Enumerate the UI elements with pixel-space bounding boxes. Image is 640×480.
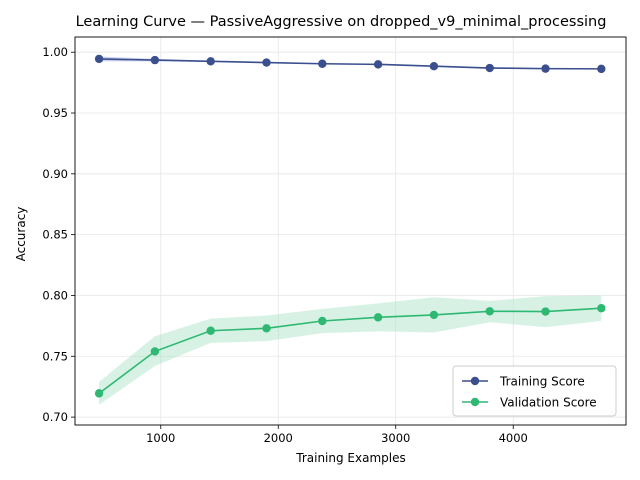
training-score-point <box>150 55 160 65</box>
training-score-line <box>99 58 602 70</box>
y-tick-label: 0.70 <box>42 410 68 424</box>
validation-score-point <box>541 307 550 316</box>
validation-score-point <box>94 389 104 398</box>
y-tick-label: 0.90 <box>42 167 68 181</box>
y-axis-label: Accuracy <box>14 207 28 262</box>
validation-score-point <box>262 324 271 333</box>
validation-score-point <box>150 347 160 356</box>
y-tick-label: 0.75 <box>42 349 68 363</box>
training-score-point <box>373 60 383 69</box>
training-score-point <box>262 58 271 67</box>
validation-score-line <box>98 307 602 395</box>
training-score-point <box>597 64 606 74</box>
y-tick-label: 0.85 <box>42 228 68 242</box>
validation-score-point <box>318 316 327 326</box>
legend-label-training: Training Score <box>499 375 585 389</box>
legend-marker-dot-validation <box>470 397 480 407</box>
legend: Training Score Validation Score <box>452 365 617 417</box>
training-score-point <box>206 57 215 66</box>
validation-score-band <box>99 295 602 405</box>
x-tick-label: 2000 <box>264 431 293 445</box>
legend-marker-dot-training <box>470 376 480 386</box>
y-tick-label: 1.00 <box>42 45 68 59</box>
grid-lines <box>75 37 626 425</box>
validation-score-point <box>429 310 439 320</box>
training-score-point <box>94 54 104 64</box>
validation-score-point <box>206 326 215 335</box>
chart-title: Learning Curve — PassiveAggressive on dr… <box>76 14 607 30</box>
axes: 1000 2000 3000 4000 0.70 0.75 0.80 0.85 0.90 0.95… <box>42 36 627 445</box>
series-lines <box>94 54 606 398</box>
validation-score-point <box>485 307 494 316</box>
training-score-point <box>429 61 439 71</box>
validation-score-point <box>373 313 383 322</box>
y-tick-label: 0.95 <box>42 106 68 120</box>
training-score-point <box>541 64 550 73</box>
x-axis-label: Training Examples <box>295 451 405 465</box>
y-tick-label: 0.80 <box>42 288 68 302</box>
validation-score-point <box>597 304 606 313</box>
plot-frame <box>74 36 627 426</box>
training-score-point <box>318 59 327 68</box>
x-tick-label: 4000 <box>499 431 528 445</box>
legend-box <box>452 365 617 417</box>
training-score-point <box>485 63 494 73</box>
legend-label-validation: Validation Score <box>500 396 597 410</box>
x-tick-label: 1000 <box>146 431 175 445</box>
x-tick-label: 3000 <box>381 431 410 445</box>
